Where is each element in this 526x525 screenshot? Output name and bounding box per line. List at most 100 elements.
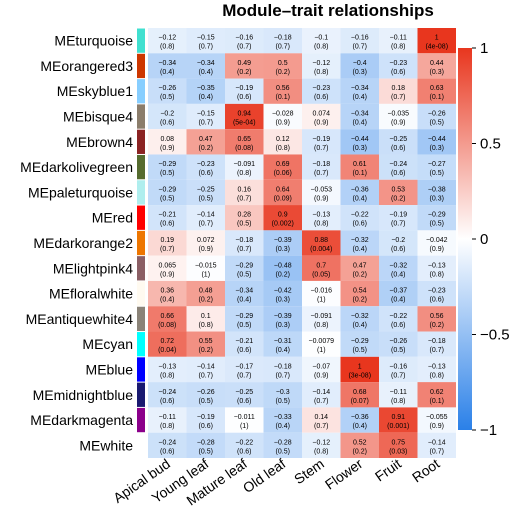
cell-correlation-label: −0.34 xyxy=(235,288,253,295)
heatmap-cell xyxy=(340,205,379,231)
cell-pvalue-label: (1) xyxy=(201,271,210,278)
cell-correlation-label: −0.18 xyxy=(274,363,292,370)
cell-correlation-label: −0.29 xyxy=(428,212,446,219)
heatmap-cell xyxy=(225,382,264,408)
cell-correlation-label: −0.23 xyxy=(312,85,330,92)
cell-pvalue-label: (0.6) xyxy=(391,145,405,152)
cell-pvalue-label: (0.1) xyxy=(430,94,444,101)
cell-pvalue-label: (0.3) xyxy=(353,145,367,152)
heatmap-cell xyxy=(379,154,418,180)
cell-correlation-label: −0.18 xyxy=(312,161,330,168)
cell-correlation-label: 0.44 xyxy=(430,60,444,67)
cell-pvalue-label: (0.5) xyxy=(276,398,290,405)
cell-pvalue-label: (0.4) xyxy=(276,347,290,354)
heatmap-cell xyxy=(263,306,302,332)
cell-correlation-label: −0.22 xyxy=(235,439,253,446)
heatmap-cell xyxy=(263,179,302,206)
cell-pvalue-label: (0.001) xyxy=(387,423,409,430)
row-label: MEpaleturquoise xyxy=(28,184,133,200)
cell-pvalue-label: (0.8) xyxy=(160,423,174,430)
cell-correlation-label: 0.66 xyxy=(160,313,174,320)
cell-correlation-label: −0.14 xyxy=(428,439,446,446)
cell-correlation-label: −0.15 xyxy=(197,35,215,42)
heatmap-cell xyxy=(379,230,418,256)
heatmap-cell xyxy=(379,53,418,79)
cell-pvalue-label: (0.2) xyxy=(391,195,405,202)
cell-correlation-label: −0.28 xyxy=(197,439,215,446)
cell-correlation-label: 0.47 xyxy=(353,262,367,269)
cell-pvalue-label: (0.4) xyxy=(353,322,367,329)
cell-correlation-label: 0.36 xyxy=(160,288,174,295)
heatmap-cell xyxy=(186,154,225,180)
cell-pvalue-label: (0.3) xyxy=(276,322,290,329)
cell-correlation-label: −0.13 xyxy=(428,262,446,269)
module-color-swatch xyxy=(137,205,145,230)
cell-pvalue-label: (0.4) xyxy=(353,120,367,127)
cell-pvalue-label: (0.9) xyxy=(314,195,328,202)
heatmap-cell xyxy=(417,432,456,458)
heatmap-cell xyxy=(417,28,456,54)
cell-correlation-label: 0.88 xyxy=(314,237,328,244)
cell-pvalue-label: (0.6) xyxy=(160,398,174,405)
cell-pvalue-label: (0.6) xyxy=(391,322,405,329)
cell-correlation-label: −0.07 xyxy=(312,363,330,370)
heatmap-cell xyxy=(263,154,302,180)
cell-pvalue-label: (0.4) xyxy=(353,94,367,101)
heatmap-cell xyxy=(417,331,456,357)
cell-pvalue-label: (0.7) xyxy=(237,372,251,379)
heatmap-cell xyxy=(302,78,341,104)
cell-correlation-label: −0.23 xyxy=(389,60,407,67)
cell-correlation-label: 0.56 xyxy=(430,313,444,320)
heatmap-cell xyxy=(417,382,456,408)
cell-pvalue-label: (0.6) xyxy=(237,398,251,405)
heatmap-cell xyxy=(148,154,187,180)
cell-pvalue-label: (0.7) xyxy=(314,398,328,405)
heatmap-cell xyxy=(417,356,456,383)
heatmap-cell xyxy=(225,356,264,383)
cell-correlation-label: −0.13 xyxy=(312,212,330,219)
cell-pvalue-label: (0.5) xyxy=(199,195,213,202)
cell-pvalue-label: (0.2) xyxy=(353,271,367,278)
cell-correlation-label: −0.36 xyxy=(351,186,369,193)
heatmap-cell xyxy=(186,306,225,332)
cell-correlation-label: −0.18 xyxy=(235,237,253,244)
cell-pvalue-label: (0.5) xyxy=(391,347,405,354)
cell-pvalue-label: (0.5) xyxy=(237,221,251,228)
cell-pvalue-label: (0.7) xyxy=(199,221,213,228)
heatmap-cell xyxy=(302,306,341,332)
heatmap-cell xyxy=(225,407,264,433)
cell-correlation-label: −0.16 xyxy=(235,35,253,42)
heatmap-cell xyxy=(148,78,187,104)
cell-pvalue-label: (0.4) xyxy=(391,271,405,278)
heatmap-cell xyxy=(302,255,341,281)
cell-pvalue-label: (0.08) xyxy=(158,322,176,329)
cell-pvalue-label: (0.8) xyxy=(430,372,444,379)
cell-pvalue-label: (0.002) xyxy=(272,221,294,228)
cell-correlation-label: −0.37 xyxy=(389,288,407,295)
heatmap-cell xyxy=(417,154,456,180)
heatmap-cell xyxy=(186,382,225,408)
cell-correlation-label: −0.39 xyxy=(274,313,292,320)
cell-correlation-label: −0.0079 xyxy=(309,338,335,345)
chart-title: Module–trait relationships xyxy=(222,1,434,20)
cell-pvalue-label: (0.2) xyxy=(199,145,213,152)
cell-correlation-label: 0.1 xyxy=(201,313,211,320)
cell-pvalue-label: (0.6) xyxy=(160,120,174,127)
heatmap-cell xyxy=(379,103,418,130)
cell-pvalue-label: (0.1) xyxy=(276,94,290,101)
cell-correlation-label: 0.065 xyxy=(158,262,176,269)
heatmap-cell xyxy=(148,53,187,79)
cell-pvalue-label: (0.3) xyxy=(276,246,290,253)
cell-correlation-label: 0.62 xyxy=(430,389,444,396)
heatmap-cell xyxy=(302,407,341,433)
heatmap-cell xyxy=(302,331,341,357)
heatmap-cell xyxy=(417,280,456,307)
cell-correlation-label: −0.32 xyxy=(389,262,407,269)
heatmap-cell xyxy=(417,78,456,104)
heatmap-cell xyxy=(225,255,264,281)
heatmap-cell xyxy=(302,28,341,54)
cell-pvalue-label: (0.8) xyxy=(314,448,328,455)
heatmap-cell xyxy=(148,407,187,433)
cell-correlation-label: 0.48 xyxy=(199,288,213,295)
heatmap-cell xyxy=(340,306,379,332)
